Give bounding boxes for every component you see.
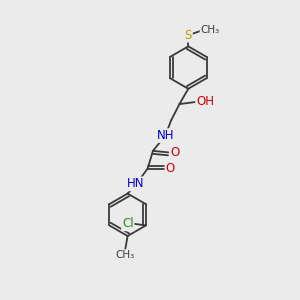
Text: O: O bbox=[170, 146, 179, 159]
Text: HN: HN bbox=[127, 177, 144, 190]
Text: NH: NH bbox=[157, 129, 174, 142]
Text: O: O bbox=[166, 162, 175, 175]
Text: Cl: Cl bbox=[122, 218, 134, 230]
Text: S: S bbox=[184, 29, 192, 42]
Text: CH₃: CH₃ bbox=[116, 250, 135, 260]
Text: OH: OH bbox=[196, 95, 214, 108]
Text: CH₃: CH₃ bbox=[200, 25, 220, 35]
